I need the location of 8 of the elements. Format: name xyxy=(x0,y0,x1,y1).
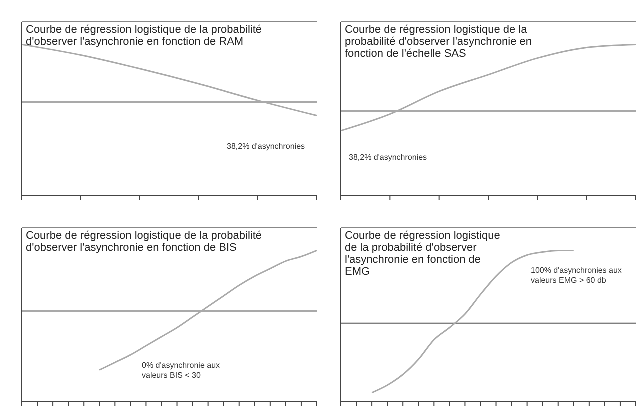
annotation: 38,2% d'asynchronies xyxy=(349,153,428,162)
chart-title: Courbe de régression logistique de la probabilité d'observer l'asynchronie en fonction de EMG xyxy=(345,230,500,278)
annotation: 100% d'asynchronies aux valeurs EMG > 60 db xyxy=(531,266,622,285)
chart-title: Courbe de régression logistique de la probabilité d'observer l'asynchronie en fonction de BIS xyxy=(26,230,262,254)
chart-title: Courbe de régression logistique de la probabilité d'observer l'asynchronie en fonction de l'échelle SAS xyxy=(345,24,532,60)
annotation: 0% d'asynchronie aux valeurs BIS < 30 xyxy=(142,361,220,380)
chart-title: Courbe de régression logistique de la probabilité d'observer l'asynchronie en fonction de RAM xyxy=(26,24,262,48)
annotation: 38,2% d'asynchronies xyxy=(227,142,306,151)
